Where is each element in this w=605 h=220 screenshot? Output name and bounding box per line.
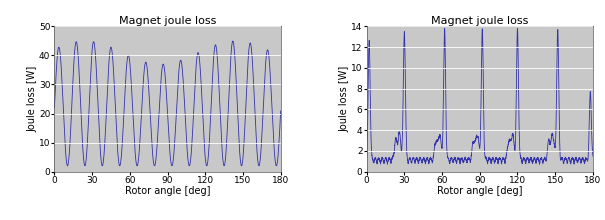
X-axis label: Rotor angle [deg]: Rotor angle [deg] bbox=[437, 186, 523, 196]
Y-axis label: Joule loss [W]: Joule loss [W] bbox=[339, 66, 350, 132]
Title: Magnet joule loss: Magnet joule loss bbox=[119, 16, 216, 26]
Title: Magnet joule loss: Magnet joule loss bbox=[431, 16, 529, 26]
Y-axis label: Joule loss [W]: Joule loss [W] bbox=[27, 66, 38, 132]
X-axis label: Rotor angle [deg]: Rotor angle [deg] bbox=[125, 186, 211, 196]
